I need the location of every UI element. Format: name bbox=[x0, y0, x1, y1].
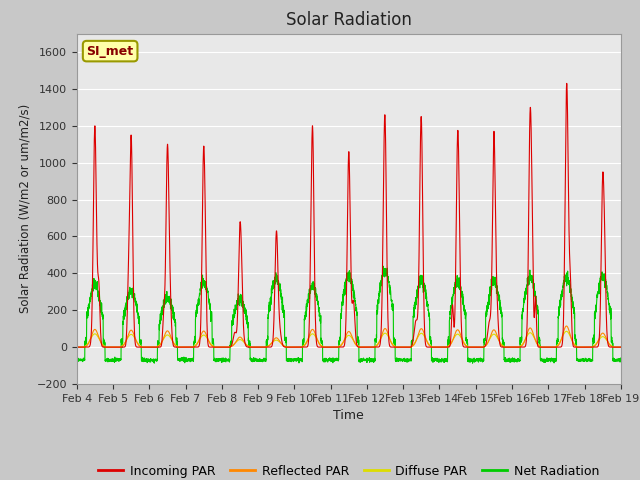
Text: SI_met: SI_met bbox=[86, 45, 134, 58]
Reflected PAR bbox=[502, 344, 509, 350]
Reflected PAR bbox=[171, 342, 179, 348]
Incoming PAR bbox=[171, 344, 179, 350]
Line: Net Radiation: Net Radiation bbox=[77, 266, 621, 363]
Y-axis label: Solar Radiation (W/m2 or um/m2/s): Solar Radiation (W/m2 or um/m2/s) bbox=[18, 104, 31, 313]
Reflected PAR bbox=[563, 323, 570, 329]
Title: Solar Radiation: Solar Radiation bbox=[286, 11, 412, 29]
Diffuse PAR bbox=[471, 344, 479, 350]
Line: Reflected PAR: Reflected PAR bbox=[77, 326, 621, 347]
Reflected PAR bbox=[616, 344, 624, 350]
Net Radiation bbox=[616, 358, 624, 363]
Diffuse PAR bbox=[617, 344, 625, 350]
Diffuse PAR bbox=[502, 344, 509, 350]
Net Radiation bbox=[502, 358, 509, 364]
Legend: Incoming PAR, Reflected PAR, Diffuse PAR, Net Radiation: Incoming PAR, Reflected PAR, Diffuse PAR… bbox=[93, 460, 604, 480]
Reflected PAR bbox=[328, 344, 336, 350]
Incoming PAR bbox=[563, 81, 571, 86]
Diffuse PAR bbox=[616, 344, 624, 350]
Net Radiation bbox=[468, 360, 476, 366]
Incoming PAR bbox=[471, 344, 479, 350]
Net Radiation bbox=[379, 263, 387, 269]
Incoming PAR bbox=[73, 344, 81, 350]
Line: Incoming PAR: Incoming PAR bbox=[77, 84, 621, 347]
Diffuse PAR bbox=[328, 344, 336, 350]
Diffuse PAR bbox=[73, 344, 81, 350]
Incoming PAR bbox=[617, 344, 625, 350]
Incoming PAR bbox=[440, 344, 448, 350]
Line: Diffuse PAR: Diffuse PAR bbox=[77, 331, 621, 347]
Diffuse PAR bbox=[171, 341, 179, 347]
Net Radiation bbox=[471, 357, 479, 362]
Net Radiation bbox=[328, 357, 336, 362]
Reflected PAR bbox=[440, 344, 448, 350]
Reflected PAR bbox=[73, 344, 81, 350]
Diffuse PAR bbox=[563, 328, 570, 334]
X-axis label: Time: Time bbox=[333, 409, 364, 422]
Incoming PAR bbox=[616, 344, 624, 350]
Incoming PAR bbox=[328, 344, 336, 350]
Diffuse PAR bbox=[440, 344, 448, 350]
Net Radiation bbox=[441, 359, 449, 365]
Reflected PAR bbox=[471, 344, 479, 350]
Net Radiation bbox=[617, 357, 625, 362]
Incoming PAR bbox=[502, 344, 509, 350]
Reflected PAR bbox=[617, 344, 625, 350]
Net Radiation bbox=[73, 360, 81, 365]
Net Radiation bbox=[171, 320, 179, 325]
